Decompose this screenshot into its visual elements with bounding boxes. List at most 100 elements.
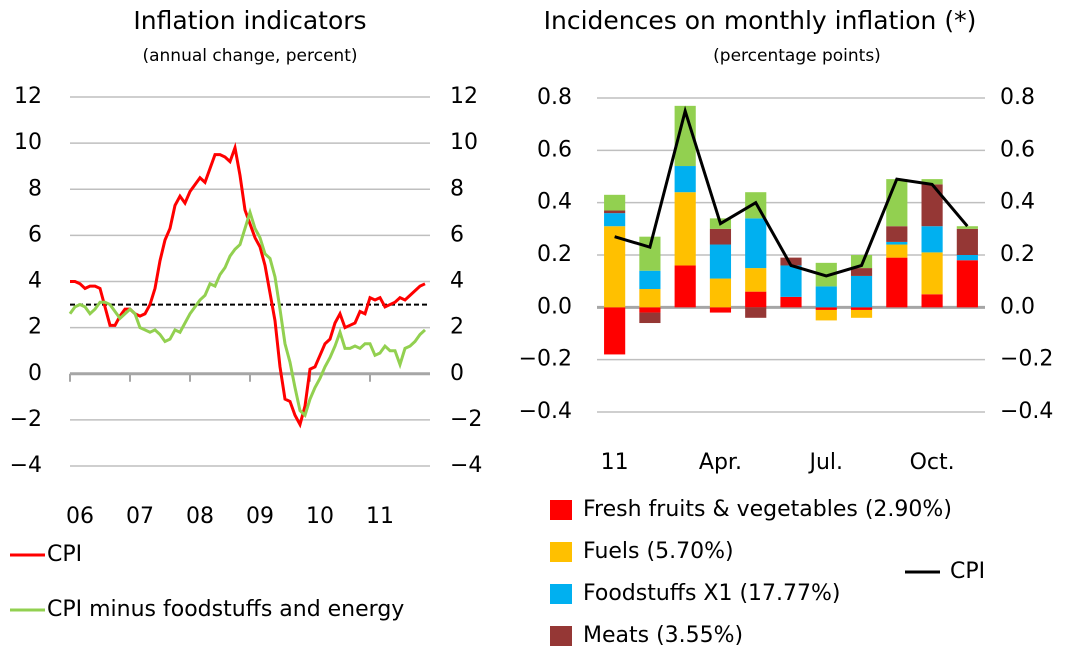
bar-segment bbox=[921, 252, 943, 295]
y-tick-label: 4 bbox=[28, 269, 42, 294]
bar-segment bbox=[850, 307, 873, 310]
bar-segment bbox=[745, 218, 767, 269]
y2-tick-label: 0.4 bbox=[1000, 190, 1035, 215]
x-tick-label: 08 bbox=[186, 504, 214, 529]
bar-segment bbox=[780, 265, 802, 297]
legend-label: CPI bbox=[47, 542, 82, 567]
bar-segment bbox=[674, 166, 696, 193]
legend-swatch bbox=[550, 500, 572, 520]
y2-tick-label: 2 bbox=[450, 315, 464, 340]
y-tick-label: −0.4 bbox=[519, 399, 572, 424]
y-tick-label: 0.8 bbox=[537, 85, 572, 110]
bar-segment bbox=[604, 226, 626, 308]
y2-tick-label: 0.6 bbox=[1000, 137, 1035, 162]
y2-tick-label: 10 bbox=[450, 130, 478, 155]
y2-tick-label: 6 bbox=[450, 222, 464, 247]
bar-segment bbox=[921, 179, 943, 185]
bar-segment bbox=[639, 289, 661, 308]
bar-segment bbox=[886, 226, 908, 242]
legend-swatch bbox=[550, 542, 572, 562]
bar-segment bbox=[886, 244, 908, 258]
bar-segment bbox=[639, 307, 661, 313]
y-tick-label: 0.4 bbox=[537, 190, 572, 215]
legend-swatch bbox=[550, 584, 572, 604]
x-tick-label: 07 bbox=[126, 504, 154, 529]
bar-segment bbox=[780, 296, 802, 308]
bar-segment bbox=[815, 307, 837, 310]
bar-segment bbox=[745, 291, 767, 308]
bar-segment bbox=[709, 228, 732, 245]
line-series bbox=[614, 105, 969, 278]
bar-segment bbox=[604, 307, 626, 355]
chart-title: Incidences on monthly inflation (*) bbox=[544, 6, 977, 35]
bar-segment bbox=[921, 294, 943, 308]
bar-segment bbox=[956, 260, 978, 308]
y2-tick-label: 0 bbox=[450, 361, 464, 386]
bar-segment bbox=[639, 312, 661, 324]
bar-segment bbox=[674, 265, 696, 308]
x-tick-label: 11 bbox=[366, 504, 394, 529]
legend-swatch bbox=[550, 626, 572, 646]
bar-segment bbox=[780, 257, 802, 266]
bar-segment bbox=[674, 192, 696, 266]
legend-label: Meats (3.55%) bbox=[583, 623, 743, 647]
y-tick-label: 8 bbox=[28, 176, 42, 201]
bar-segment bbox=[745, 268, 767, 292]
y-tick-label: −4 bbox=[10, 453, 42, 478]
y-tick-label: 0.2 bbox=[537, 242, 572, 267]
bar-segment bbox=[745, 307, 767, 318]
x-tick-label: 11 bbox=[601, 450, 629, 475]
y-tick-label: −0.2 bbox=[519, 347, 572, 372]
x-tick-label: 10 bbox=[306, 504, 334, 529]
y-tick-label: 0.0 bbox=[537, 294, 572, 319]
y2-tick-label: 0.2 bbox=[1000, 242, 1035, 267]
y-tick-label: 12 bbox=[14, 84, 42, 109]
bar-segment bbox=[956, 255, 978, 261]
bar-segment bbox=[956, 226, 978, 229]
bar-segment bbox=[709, 307, 732, 313]
bar-segment bbox=[886, 241, 908, 245]
legend-label: Fuels (5.70%) bbox=[583, 539, 734, 564]
y2-tick-label: 0.8 bbox=[1000, 85, 1035, 110]
y2-tick-label: −2 bbox=[450, 407, 482, 432]
chart-title: Inflation indicators bbox=[133, 6, 366, 35]
x-tick-label: Apr. bbox=[699, 450, 742, 475]
bar-segment bbox=[604, 194, 626, 211]
y2-tick-label: −0.2 bbox=[1000, 347, 1053, 372]
y2-tick-label: 8 bbox=[450, 176, 464, 201]
bar-segment bbox=[604, 213, 626, 227]
bar-segment bbox=[921, 226, 943, 253]
legend-label: Foodstuffs X1 (17.77%) bbox=[583, 581, 841, 606]
bar-segment bbox=[850, 309, 873, 318]
bar-segment bbox=[639, 270, 661, 290]
y-tick-label: −2 bbox=[10, 407, 42, 432]
y2-tick-label: 12 bbox=[450, 84, 478, 109]
bar-segment bbox=[604, 210, 626, 214]
y2-tick-label: −0.4 bbox=[1000, 399, 1053, 424]
bar-segment bbox=[850, 268, 873, 276]
bar-segment bbox=[886, 179, 908, 227]
x-tick-label: 06 bbox=[66, 504, 94, 529]
bar-segment bbox=[815, 286, 837, 308]
legend-label: CPI minus foodstuffs and energy bbox=[47, 597, 404, 622]
bar-segment bbox=[956, 228, 978, 255]
bar-segment bbox=[674, 105, 696, 167]
bar-segment bbox=[886, 257, 908, 308]
bar-segment bbox=[709, 278, 732, 308]
bar-segment bbox=[709, 244, 732, 279]
y-tick-label: 0.6 bbox=[537, 137, 572, 162]
x-tick-label: 09 bbox=[246, 504, 274, 529]
line-series bbox=[68, 207, 427, 418]
chart-subtitle: (annual change, percent) bbox=[142, 46, 357, 66]
bar-segment bbox=[815, 309, 837, 321]
bar-segment bbox=[921, 184, 943, 227]
chart-subtitle: (percentage points) bbox=[713, 46, 881, 66]
legend-label: Fresh fruits & vegetables (2.90%) bbox=[583, 497, 952, 522]
y-tick-label: 0 bbox=[28, 361, 42, 386]
y2-tick-label: 0.0 bbox=[1000, 294, 1035, 319]
x-tick-label: Oct. bbox=[910, 450, 955, 475]
bar-segment bbox=[850, 275, 873, 308]
y2-tick-label: 4 bbox=[450, 269, 464, 294]
y-tick-label: 6 bbox=[28, 222, 42, 247]
